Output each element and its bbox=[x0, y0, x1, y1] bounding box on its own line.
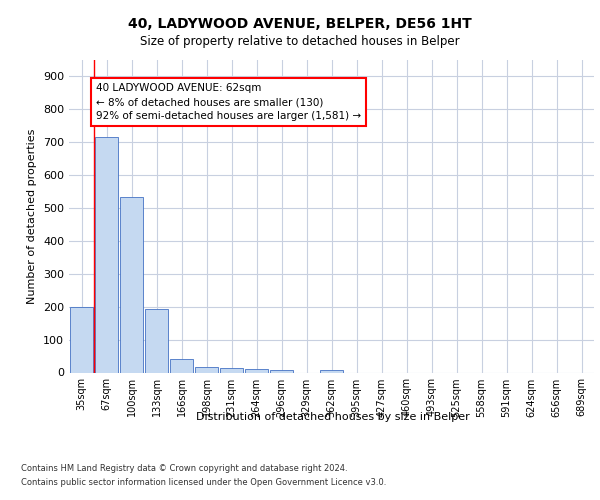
Bar bbox=[220, 368, 244, 372]
Bar bbox=[170, 360, 193, 372]
Bar bbox=[145, 309, 169, 372]
Y-axis label: Number of detached properties: Number of detached properties bbox=[28, 128, 37, 304]
Bar bbox=[194, 366, 218, 372]
Text: Size of property relative to detached houses in Belper: Size of property relative to detached ho… bbox=[140, 35, 460, 48]
Text: Contains public sector information licensed under the Open Government Licence v3: Contains public sector information licen… bbox=[21, 478, 386, 487]
Text: 40 LADYWOOD AVENUE: 62sqm
← 8% of detached houses are smaller (130)
92% of semi-: 40 LADYWOOD AVENUE: 62sqm ← 8% of detach… bbox=[96, 83, 361, 121]
Bar bbox=[269, 370, 293, 372]
Text: Distribution of detached houses by size in Belper: Distribution of detached houses by size … bbox=[196, 412, 470, 422]
Bar bbox=[95, 138, 118, 372]
Text: 40, LADYWOOD AVENUE, BELPER, DE56 1HT: 40, LADYWOOD AVENUE, BELPER, DE56 1HT bbox=[128, 18, 472, 32]
Text: Contains HM Land Registry data © Crown copyright and database right 2024.: Contains HM Land Registry data © Crown c… bbox=[21, 464, 347, 473]
Bar bbox=[119, 196, 143, 372]
Bar bbox=[70, 306, 94, 372]
Bar bbox=[245, 369, 268, 372]
Bar bbox=[320, 370, 343, 372]
